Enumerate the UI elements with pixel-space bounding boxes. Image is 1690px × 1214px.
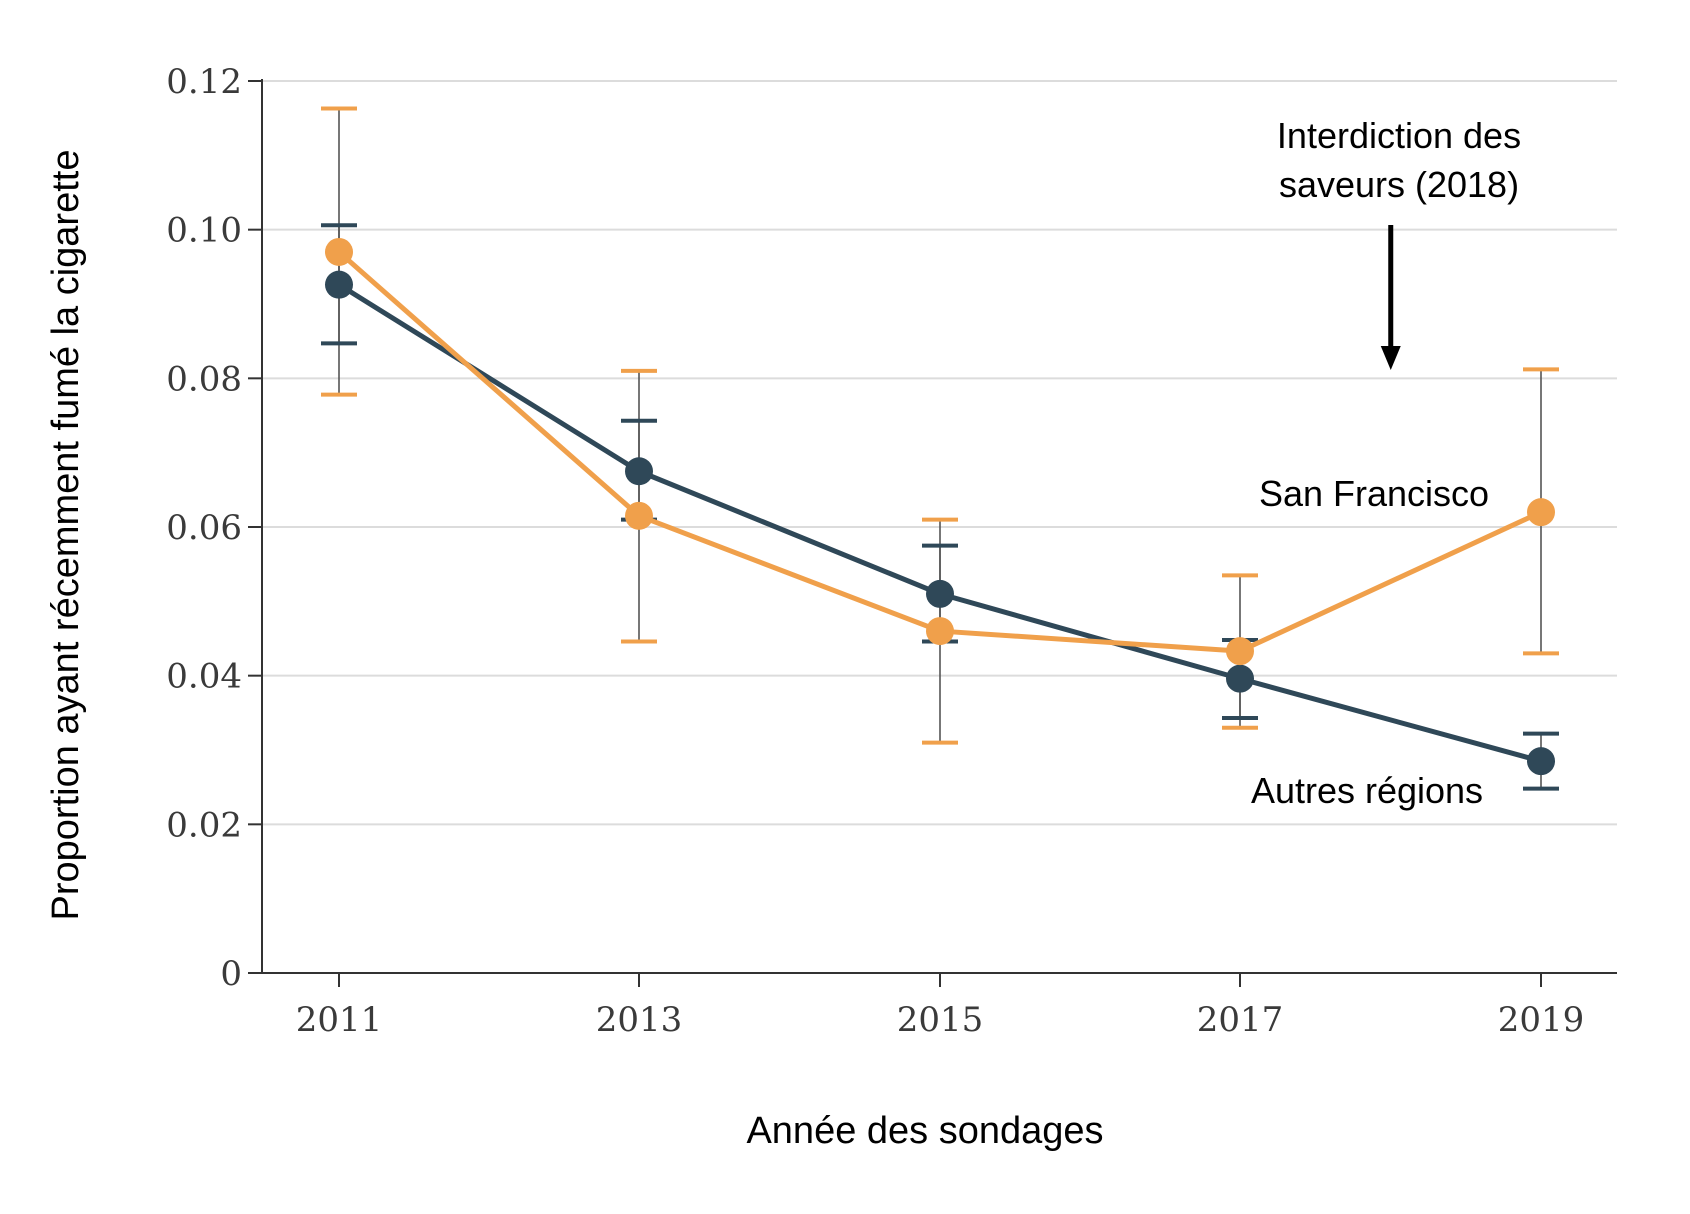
x-axis-title: Année des sondages (746, 1110, 1103, 1152)
data-point-san-francisco (1226, 637, 1254, 666)
annotation-ban-line1: Interdiction des (1277, 115, 1521, 156)
y-axis-title: Proportion ayant récemment fumé la cigar… (45, 150, 87, 921)
data-point-san-francisco (325, 237, 353, 266)
data-point-san-francisco (1527, 498, 1555, 527)
data-point-autres-regions (1527, 747, 1555, 776)
data-point-autres-regions (926, 579, 954, 608)
arrow-head (1380, 346, 1401, 370)
data-point-san-francisco (926, 617, 954, 646)
annotation-ban-line2: saveurs (2018) (1279, 164, 1519, 205)
y-tick-label: 0.06 (166, 508, 242, 548)
y-tick-label: 0.10 (166, 211, 242, 251)
tick-labels: 0 0.02 0.04 0.06 0.08 0.10 0.12 2011 2013 2015 201… (166, 62, 1584, 1040)
axes (248, 79, 1617, 987)
x-tick-label: 2013 (596, 1000, 683, 1040)
y-tick-label: 0.12 (166, 62, 242, 102)
x-tick-label: 2019 (1498, 1000, 1585, 1040)
x-tick-label: 2011 (296, 1000, 383, 1040)
series-label-autres-regions: Autres régions (1251, 770, 1483, 811)
data-series (321, 106, 1559, 791)
y-tick-label: 0.08 (166, 359, 242, 399)
y-tick-label: 0.02 (166, 805, 242, 845)
data-point-autres-regions (1226, 664, 1254, 693)
data-point-autres-regions (325, 270, 353, 299)
x-tick-label: 2015 (897, 1000, 984, 1040)
y-tick-label: 0 (220, 954, 242, 994)
series-label-san-francisco: San Francisco (1259, 473, 1489, 514)
annotation-arrow (1380, 225, 1401, 370)
x-tick-label: 2017 (1197, 1000, 1284, 1040)
data-point-san-francisco (625, 501, 653, 530)
y-tick-label: 0.04 (166, 657, 242, 697)
data-point-autres-regions (625, 457, 653, 486)
